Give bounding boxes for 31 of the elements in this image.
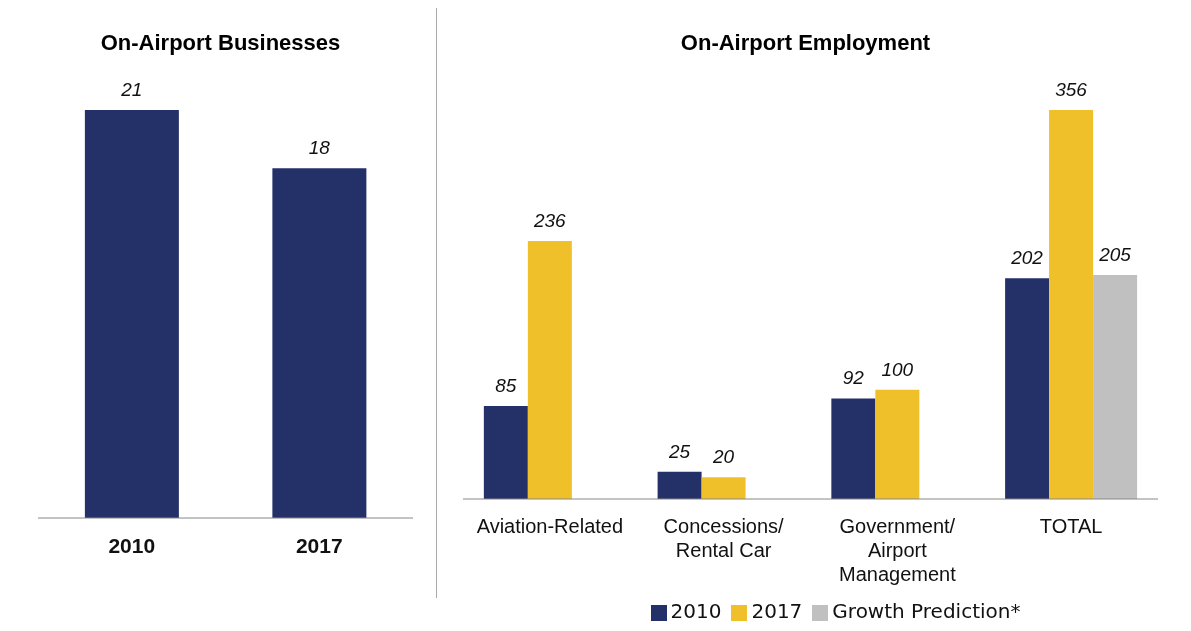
chart-title: On-Airport Businesses bbox=[99, 30, 342, 57]
x-tick-label: 2010 bbox=[108, 533, 156, 557]
data-label: 20 bbox=[712, 446, 735, 468]
bar bbox=[1005, 278, 1050, 499]
x-tick-label: TOTAL bbox=[1039, 515, 1103, 537]
x-tick-label: 2017 bbox=[295, 533, 343, 557]
data-label: 356 bbox=[1055, 79, 1088, 100]
bar bbox=[1049, 110, 1094, 499]
x-tick-label: Government/ Airport Management bbox=[839, 515, 957, 585]
bar bbox=[875, 389, 920, 499]
legend-label: Growth Prediction* bbox=[832, 599, 1021, 623]
data-label: 100 bbox=[881, 358, 914, 380]
bar bbox=[701, 477, 746, 499]
data-label: 236 bbox=[533, 210, 567, 232]
data-label: 202 bbox=[1010, 247, 1044, 269]
x-tick-label: Aviation-Related bbox=[476, 515, 624, 537]
legend-label: 2017 bbox=[751, 599, 803, 623]
data-label: 25 bbox=[668, 440, 691, 462]
bar bbox=[527, 241, 572, 499]
bar bbox=[657, 471, 702, 499]
legend-label: 2010 bbox=[670, 599, 722, 623]
x-tick-label: Concessions/ Rental Car bbox=[663, 515, 785, 561]
data-label: 85 bbox=[495, 375, 517, 397]
bar bbox=[483, 406, 528, 499]
data-label: 18 bbox=[308, 137, 331, 159]
data-label: 205 bbox=[1098, 244, 1132, 265]
data-label: 92 bbox=[842, 367, 865, 389]
bar bbox=[831, 398, 876, 499]
bar bbox=[1093, 275, 1138, 499]
chart-title: On-Airport Employment bbox=[679, 30, 932, 57]
data-label: 21 bbox=[120, 79, 143, 100]
